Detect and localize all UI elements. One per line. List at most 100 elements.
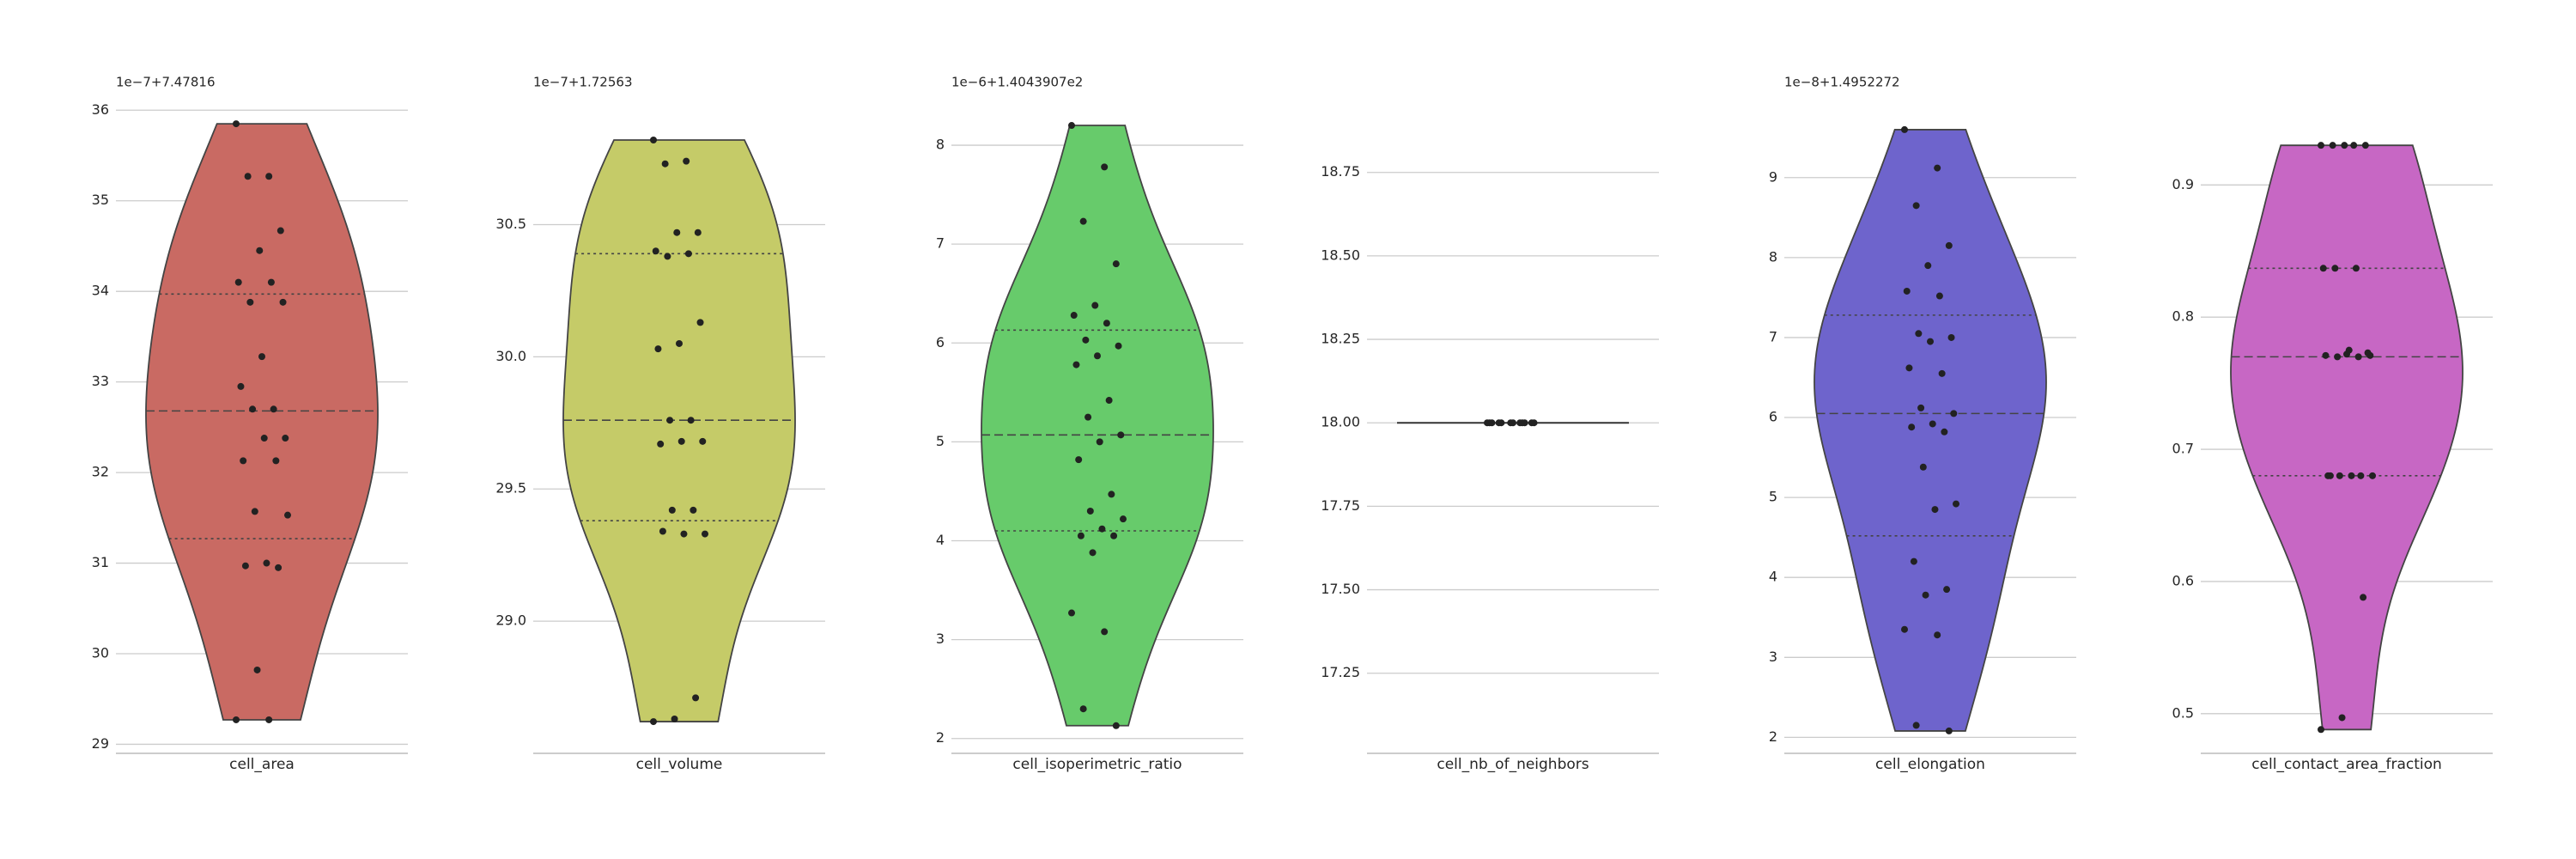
point <box>1068 122 1075 130</box>
point <box>1103 320 1110 327</box>
point <box>1917 404 1925 411</box>
point <box>680 530 688 538</box>
point <box>1094 352 1101 360</box>
point <box>1077 532 1084 539</box>
y-tick-label: 34 <box>92 283 109 299</box>
point <box>1072 361 1080 369</box>
point <box>694 228 702 236</box>
y-tick-label: 17.50 <box>1321 581 1360 597</box>
point <box>1117 431 1125 439</box>
point <box>1498 419 1505 427</box>
point <box>2348 472 2355 479</box>
point <box>1101 628 1109 636</box>
point <box>233 716 240 723</box>
point <box>256 247 264 254</box>
y-tick-label: 29 <box>92 735 109 752</box>
point <box>1953 500 1959 508</box>
point <box>657 440 665 448</box>
point <box>265 716 273 723</box>
point <box>260 435 268 442</box>
y-tick-label: 30.0 <box>495 348 526 364</box>
violin <box>2230 144 2464 731</box>
point <box>1521 419 1528 427</box>
y-tick-label: 5 <box>936 433 945 449</box>
point <box>282 435 289 442</box>
point <box>2318 726 2324 734</box>
point <box>1082 336 1090 344</box>
y-tick-label: 7 <box>1769 328 1777 344</box>
y-tick-label: 30.5 <box>495 216 526 232</box>
point <box>1903 287 1911 295</box>
point <box>1901 625 1908 633</box>
point <box>1922 591 1929 599</box>
point <box>1915 330 1923 338</box>
point <box>267 278 275 286</box>
point <box>1935 292 1943 300</box>
y-tick-label: 18.00 <box>1321 414 1360 430</box>
point <box>1924 262 1932 270</box>
point <box>677 437 685 445</box>
y-tick-label: 17.25 <box>1321 664 1360 680</box>
point <box>2326 472 2334 479</box>
point <box>1947 333 1955 341</box>
point <box>1945 241 1953 249</box>
point <box>1950 410 1958 417</box>
point <box>1908 423 1916 431</box>
point <box>1068 609 1075 617</box>
point <box>1931 506 1939 514</box>
point <box>699 437 707 445</box>
y-tick-label: 29.5 <box>495 480 526 497</box>
y-tick-label: 3 <box>936 631 945 647</box>
point <box>1919 463 1927 471</box>
y-tick-label: 0.5 <box>2172 704 2194 721</box>
y-tick-label: 17.75 <box>1321 497 1360 514</box>
y-tick-label: 36 <box>92 101 109 118</box>
y-tick-label: 35 <box>92 192 109 208</box>
point <box>244 173 252 180</box>
point <box>2357 472 2365 479</box>
point <box>1934 631 1941 639</box>
point <box>1079 705 1087 713</box>
point <box>237 382 245 390</box>
y-tick-label: 2 <box>1769 728 1777 745</box>
y-tick-label: 0.7 <box>2172 441 2194 457</box>
point <box>234 278 242 286</box>
point <box>1101 163 1109 171</box>
violin <box>1814 129 2047 732</box>
y-tick-label: 6 <box>1769 409 1777 425</box>
point <box>664 253 671 260</box>
point <box>2354 353 2362 361</box>
point <box>1943 586 1951 594</box>
point <box>1075 456 1083 464</box>
point <box>2360 594 2367 601</box>
point <box>652 247 659 255</box>
point <box>687 417 695 424</box>
point <box>692 694 700 702</box>
y-tick-label: 0.6 <box>2172 572 2194 588</box>
point <box>1912 722 1920 729</box>
point <box>2352 265 2360 272</box>
point <box>671 715 678 722</box>
point <box>650 718 657 726</box>
violin <box>145 123 379 721</box>
point <box>2369 472 2376 479</box>
point <box>1510 419 1516 427</box>
point <box>263 559 270 567</box>
y-tick-label: 29.0 <box>495 612 526 629</box>
y-tick-label: 5 <box>1769 489 1777 505</box>
point <box>1934 164 1941 172</box>
x-tick-label: cell_elongation <box>1875 756 1985 773</box>
point <box>696 319 704 326</box>
point <box>1115 342 1122 350</box>
point <box>1488 419 1496 427</box>
point <box>249 405 257 413</box>
y-tick-label: 32 <box>92 464 109 480</box>
point <box>659 527 666 535</box>
y-tick-label: 31 <box>92 554 109 570</box>
point <box>1110 532 1118 539</box>
point <box>668 506 676 514</box>
point <box>1530 419 1538 427</box>
offset-label: 1e−6+1.4043907e2 <box>951 75 1083 90</box>
y-tick-label: 3 <box>1769 649 1777 665</box>
y-tick-label: 18.50 <box>1321 247 1360 263</box>
